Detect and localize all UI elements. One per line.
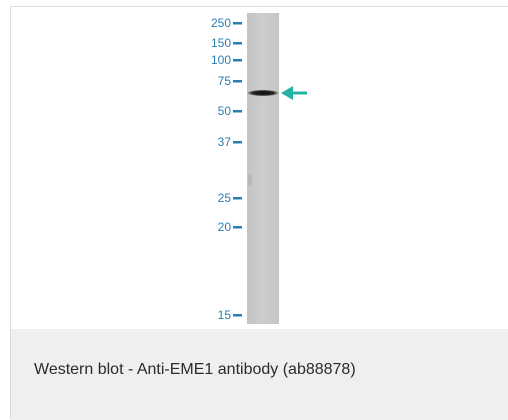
marker-label: 25 bbox=[218, 191, 232, 205]
marker-label: 75 bbox=[218, 74, 232, 88]
figure-card: 250 150 100 75 50 37 25 20 15 Western blot - Ant… bbox=[10, 6, 508, 420]
protein-band bbox=[247, 89, 279, 97]
marker-label: 37 bbox=[218, 135, 232, 149]
blot-graphic: 250 150 100 75 50 37 25 20 15 bbox=[211, 13, 307, 324]
marker-tick bbox=[233, 22, 242, 25]
marker-tick bbox=[233, 59, 242, 62]
marker-tick bbox=[233, 197, 242, 200]
lane-smudge bbox=[248, 174, 252, 186]
marker-tick bbox=[233, 80, 242, 83]
marker-label: 20 bbox=[218, 220, 232, 234]
band-arrow-icon bbox=[281, 86, 307, 100]
gel-lane bbox=[247, 13, 279, 324]
marker-label: 100 bbox=[211, 53, 231, 67]
figure-caption: Western blot - Anti-EME1 antibody (ab888… bbox=[34, 361, 356, 378]
marker-label: 150 bbox=[211, 36, 231, 50]
marker-tick bbox=[233, 314, 242, 317]
marker-label: 50 bbox=[218, 104, 232, 118]
marker-tick bbox=[233, 42, 242, 45]
marker-label: 250 bbox=[211, 16, 231, 30]
marker-tick bbox=[233, 141, 242, 144]
marker-tick bbox=[233, 110, 242, 113]
molecular-weight-markers: 250 150 100 75 50 37 25 20 15 bbox=[211, 16, 242, 322]
western-blot-image: 250 150 100 75 50 37 25 20 15 bbox=[11, 7, 508, 329]
caption-bar: Western blot - Anti-EME1 antibody (ab888… bbox=[11, 329, 508, 420]
marker-tick bbox=[233, 226, 242, 229]
marker-label: 15 bbox=[218, 308, 232, 322]
